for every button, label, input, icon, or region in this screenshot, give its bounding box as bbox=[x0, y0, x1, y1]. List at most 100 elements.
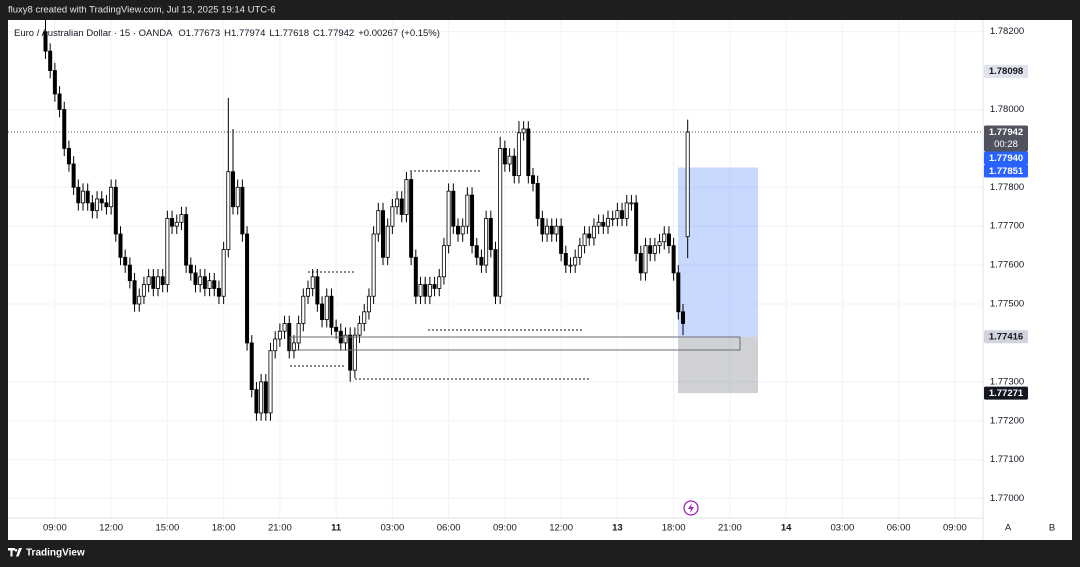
legend-key: O bbox=[178, 28, 185, 39]
x-tick-label: 06:00 bbox=[437, 523, 461, 534]
legend: Euro / Australian Dollar · 15 · OANDA O1.… bbox=[14, 28, 440, 39]
candle-body bbox=[324, 295, 329, 320]
candle-body bbox=[620, 210, 625, 219]
x-tick-label: 18:00 bbox=[212, 523, 236, 534]
scale-button[interactable]: A bbox=[1005, 523, 1012, 534]
candle-body bbox=[212, 280, 217, 289]
candle-body bbox=[240, 186, 245, 235]
legend-key: L bbox=[269, 28, 274, 39]
price-tag-label: 1.77416 bbox=[989, 332, 1023, 343]
candle-body bbox=[423, 284, 428, 297]
scale-button[interactable]: B bbox=[1049, 523, 1055, 534]
legend-change-pct: (+0.15%) bbox=[401, 28, 440, 39]
drawings bbox=[290, 170, 590, 380]
candle-body bbox=[230, 171, 235, 208]
candle-body bbox=[540, 218, 545, 235]
candle-body bbox=[441, 245, 446, 278]
candle-body bbox=[526, 128, 531, 177]
candle-body bbox=[666, 233, 671, 247]
candle-body bbox=[118, 233, 123, 258]
candle-body bbox=[127, 264, 132, 282]
candle-body bbox=[184, 214, 189, 266]
candle-body bbox=[273, 338, 278, 352]
zone-box bbox=[289, 336, 741, 351]
candle-body bbox=[484, 218, 489, 266]
candle-body bbox=[109, 186, 114, 208]
candle-body bbox=[662, 233, 667, 243]
candle-body bbox=[170, 218, 175, 227]
candle-body bbox=[474, 245, 479, 258]
candle-body bbox=[329, 295, 334, 328]
candle-body bbox=[554, 225, 559, 235]
candle-body bbox=[137, 295, 142, 305]
candle-body bbox=[282, 323, 287, 332]
candle-body bbox=[362, 311, 367, 324]
y-tick-label: 1.77100 bbox=[990, 454, 1024, 465]
candle-body bbox=[606, 218, 611, 227]
candle-body bbox=[352, 334, 357, 371]
legend-change: +0.00267 bbox=[358, 28, 398, 39]
candle-body bbox=[638, 253, 643, 274]
candle-body bbox=[446, 190, 451, 247]
y-tick-label: 1.77200 bbox=[990, 415, 1024, 426]
candle-body bbox=[671, 245, 676, 274]
candle-body bbox=[155, 276, 160, 289]
candle-body bbox=[371, 233, 376, 297]
x-tick-label: 09:00 bbox=[493, 523, 517, 534]
candle-body bbox=[596, 221, 601, 227]
candle-body bbox=[657, 241, 662, 247]
candle-body bbox=[320, 303, 325, 320]
price-tag-label: 1.77942 bbox=[989, 127, 1023, 138]
candle-body bbox=[502, 147, 507, 165]
candle-body bbox=[305, 288, 310, 297]
candle-body bbox=[62, 109, 67, 149]
grid bbox=[8, 20, 983, 518]
axes: 1.78200 1.78000 1.77800 1.77700 1.77600 1.775… bbox=[43, 26, 1028, 534]
price-tag bbox=[984, 125, 1028, 152]
y-tick-label: 1.77700 bbox=[990, 221, 1024, 232]
candle-body bbox=[48, 50, 53, 71]
candle-body bbox=[366, 295, 371, 313]
candle-body bbox=[179, 214, 184, 223]
candle-body bbox=[559, 225, 564, 254]
candle-body bbox=[263, 381, 268, 414]
x-tick-label: 12:00 bbox=[99, 523, 123, 534]
candle-body bbox=[610, 218, 615, 220]
candle-body bbox=[76, 186, 81, 204]
x-tick-label: 15:00 bbox=[155, 523, 179, 534]
candle-body bbox=[587, 233, 592, 239]
y-tick-label: 1.77800 bbox=[990, 182, 1024, 193]
legend-key: H bbox=[224, 28, 231, 39]
x-tick-label: 11 bbox=[331, 523, 342, 534]
candle-body bbox=[624, 202, 629, 219]
candle-body bbox=[315, 276, 320, 305]
candle-body bbox=[432, 284, 437, 289]
candle-body bbox=[99, 198, 104, 204]
profit-zone bbox=[678, 167, 758, 337]
header-text: fluxy8 created with TradingView.com, Jul… bbox=[8, 5, 276, 16]
x-tick-label: 21:00 bbox=[268, 523, 292, 534]
candle-body bbox=[141, 284, 146, 297]
candle-body bbox=[254, 389, 259, 414]
candle-body bbox=[427, 284, 432, 297]
candle-body bbox=[151, 276, 156, 289]
candle-body bbox=[216, 288, 221, 297]
candle-body bbox=[113, 186, 118, 235]
candle-body bbox=[681, 311, 686, 324]
x-tick-label: 18:00 bbox=[662, 523, 686, 534]
price-tag bbox=[984, 164, 1028, 178]
price-tag bbox=[984, 330, 1028, 344]
candle-body bbox=[71, 163, 76, 188]
candle-body bbox=[188, 264, 193, 274]
candle-body bbox=[43, 31, 48, 52]
candle-body bbox=[245, 233, 250, 344]
price-tag-label: 1.77271 bbox=[989, 388, 1024, 399]
y-tick-label: 1.77300 bbox=[990, 376, 1024, 387]
price-tag bbox=[984, 151, 1028, 165]
candle-body bbox=[165, 218, 170, 285]
x-tick-label: 09:00 bbox=[43, 523, 67, 534]
candle-body bbox=[334, 326, 339, 332]
event-icon-bolt bbox=[688, 503, 694, 513]
candle-body bbox=[193, 272, 198, 285]
